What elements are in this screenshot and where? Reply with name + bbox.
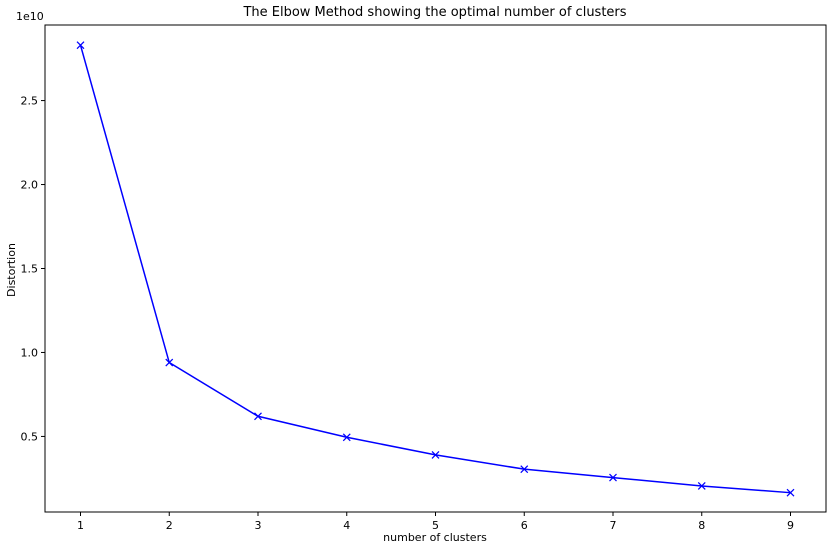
- x-tick-label: 2: [166, 519, 173, 532]
- x-tick-label: 9: [787, 519, 794, 532]
- data-point-marker: [520, 465, 529, 474]
- x-tick-label: 4: [343, 519, 350, 532]
- y-axis-label: Distortion: [5, 243, 18, 297]
- data-point-marker: [609, 473, 617, 482]
- x-tick-label: 5: [432, 519, 439, 532]
- x-tick-label: 1: [77, 519, 84, 532]
- data-point-marker: [431, 450, 440, 459]
- y-tick-label: 2.5: [21, 95, 39, 108]
- x-tick-label: 3: [255, 519, 262, 532]
- x-axis-label: number of clusters: [383, 531, 487, 544]
- plot-area-frame: [44, 24, 827, 513]
- x-tick-label: 7: [610, 519, 617, 532]
- y-offset-label: 1e10: [16, 10, 44, 23]
- y-tick-label: 2.0: [21, 179, 39, 192]
- series-layer: [76, 41, 795, 497]
- y-tick-label: 0.5: [21, 430, 39, 443]
- data-point-marker: [165, 358, 174, 367]
- data-point-marker: [697, 482, 706, 490]
- y-tick-label: 1.0: [21, 346, 39, 359]
- y-axis: 0.5 1.0 1.5 2.0 2.5: [21, 95, 45, 443]
- data-point-marker: [76, 41, 85, 50]
- x-tick-label: 8: [698, 519, 705, 532]
- chart-title: The Elbow Method showing the optimal num…: [242, 5, 626, 20]
- x-axis: 1 2 3 4 5 6 7 8 9: [77, 512, 794, 532]
- data-point-marker: [342, 433, 351, 442]
- data-point-marker: [786, 488, 795, 497]
- data-point-marker: [254, 412, 262, 421]
- x-tick-label: 6: [521, 519, 528, 532]
- y-tick-label: 1.5: [21, 263, 39, 276]
